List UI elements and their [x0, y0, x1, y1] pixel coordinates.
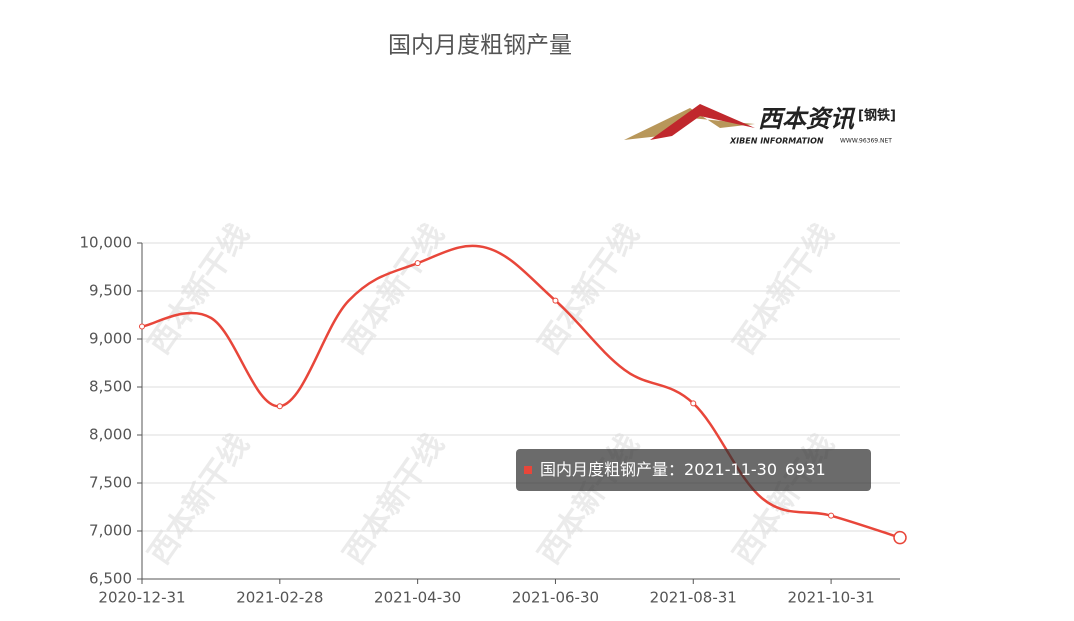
logo-url: WWW.96369.NET	[840, 138, 892, 145]
logo-name: 西本资讯	[758, 105, 856, 133]
tooltip-text: 国内月度粗钢产量：2021-11-30 6931	[540, 460, 826, 479]
y-tick-label: 9,500	[89, 282, 132, 300]
point	[828, 512, 835, 519]
x-tick-label: 2020-12-31	[98, 589, 185, 607]
y-tick-label: 7,500	[89, 474, 132, 492]
y-tick-label: 8,500	[89, 378, 132, 396]
logo-shape	[650, 104, 755, 140]
x-tick-label: 2021-02-28	[236, 589, 323, 607]
tooltip-value: 6931	[785, 460, 826, 479]
chart-title: 国内月度粗钢产量	[388, 33, 572, 59]
logo-shape	[624, 108, 755, 140]
logo: 西本资讯 [钢铁] XIBEN INFORMATION WWW.96369.NE…	[624, 104, 896, 146]
x-tick-label: 2021-08-31	[650, 589, 737, 607]
y-tick-label: 8,000	[89, 426, 132, 444]
line	[141, 244, 901, 539]
y-tick-label: 9,000	[89, 330, 132, 348]
x-tick-label: 2021-06-30	[512, 589, 599, 607]
tooltip-label: 国内月度粗钢产量：	[540, 460, 684, 479]
point	[139, 323, 145, 330]
tooltip-box	[516, 449, 871, 491]
tooltip-marker	[524, 466, 532, 474]
y-tick-label: 10,000	[80, 234, 133, 252]
x-tick-label: 2021-10-31	[787, 589, 874, 607]
y-tick-label: 6,500	[89, 570, 132, 588]
point	[690, 400, 697, 407]
point	[552, 297, 559, 304]
plot: 6,500 7,000 7,500 8,000 8,500 9,000 9,500 10,00…	[80, 234, 907, 607]
watermark: 西本新干线	[142, 428, 257, 571]
logo-tag: [钢铁]	[858, 108, 896, 124]
point	[893, 530, 907, 545]
watermark: 西本新干线	[337, 428, 452, 571]
point	[276, 403, 283, 410]
tooltip-date: 2021-11-30	[684, 460, 777, 479]
point	[414, 260, 421, 267]
x-tick-label: 2021-04-30	[374, 589, 461, 607]
logo-english: XIBEN INFORMATION	[729, 137, 824, 146]
y-tick-label: 7,000	[89, 522, 132, 540]
